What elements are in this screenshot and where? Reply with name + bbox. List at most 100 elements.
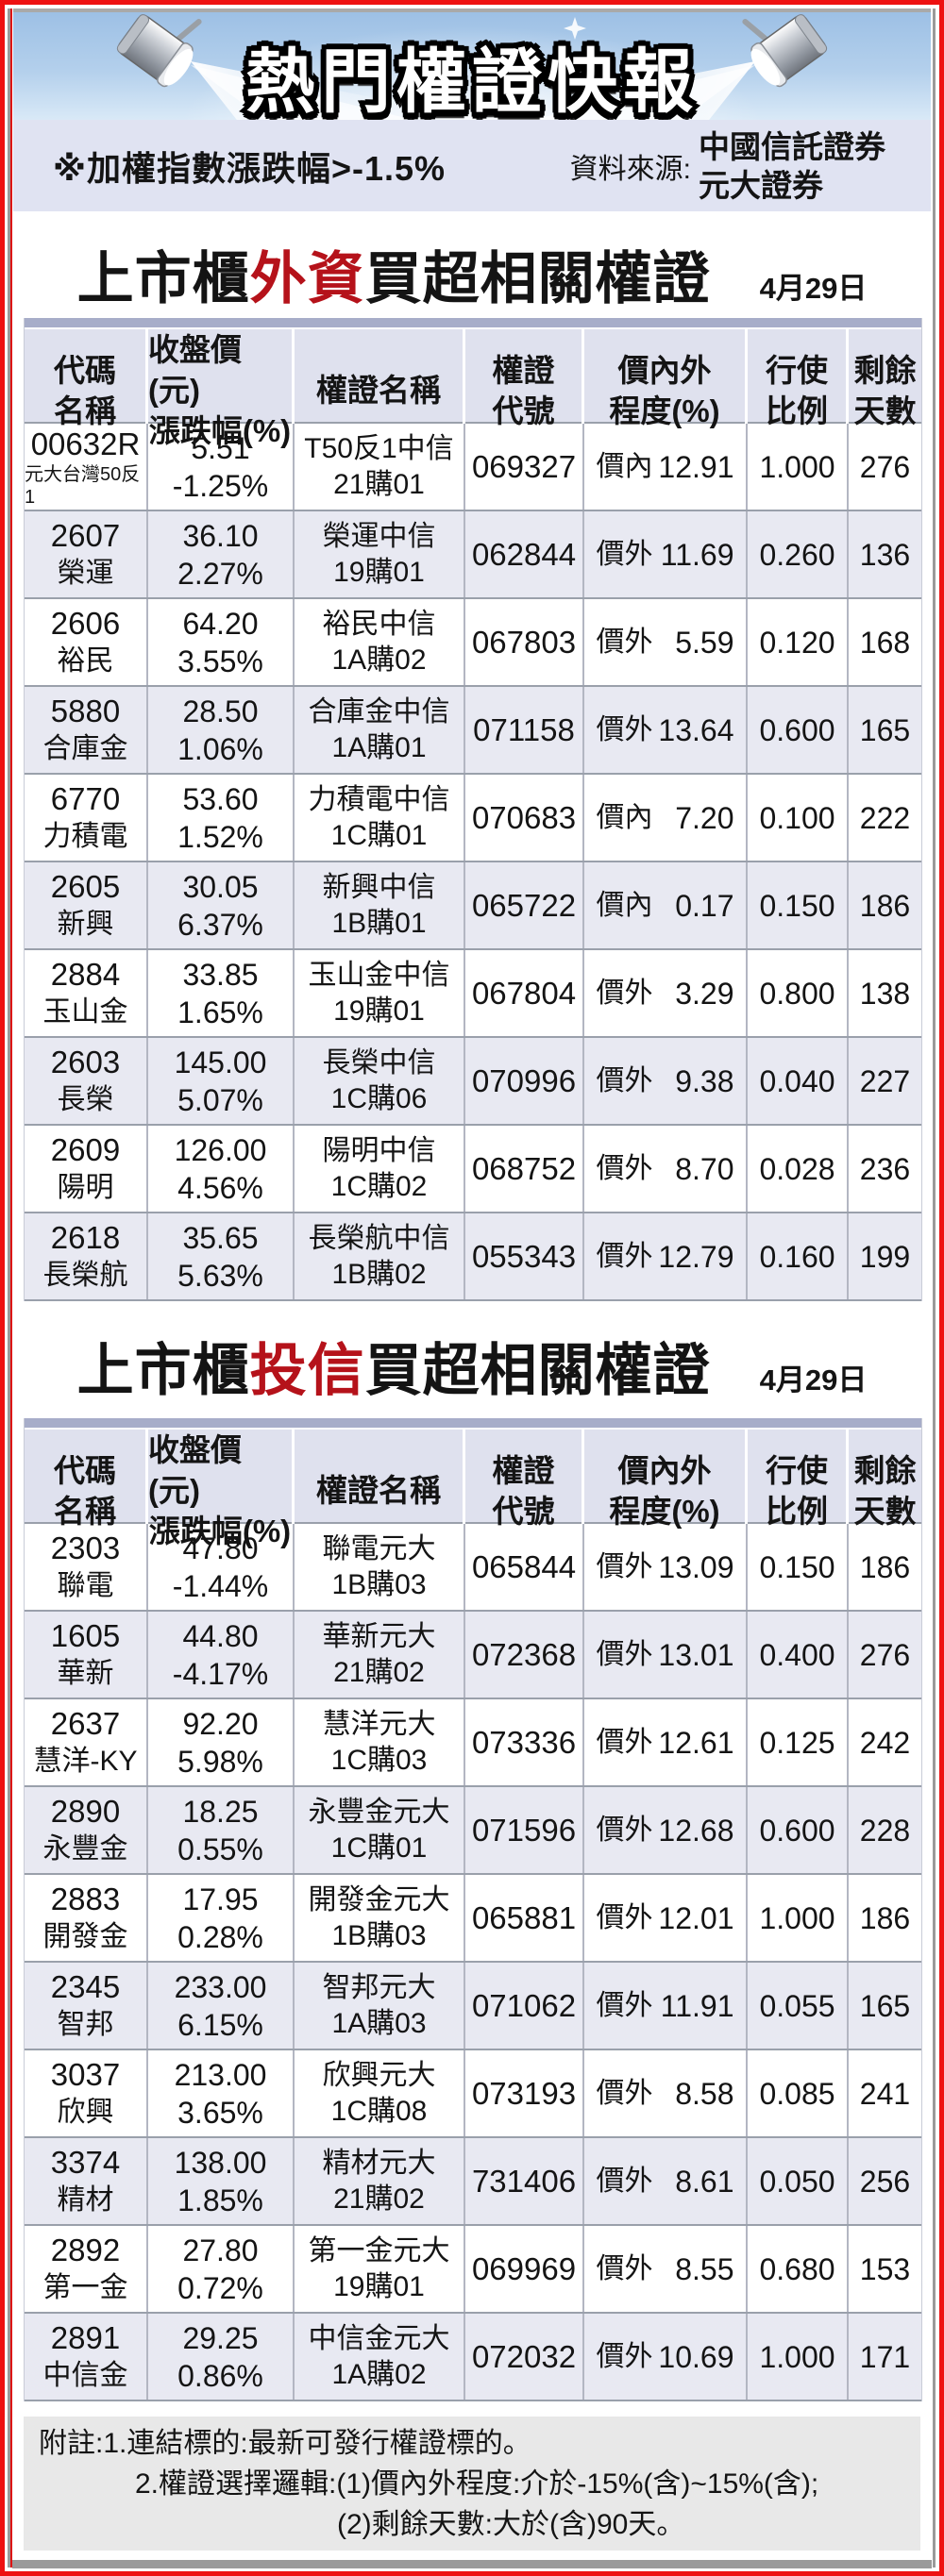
- stock-cell: 2605 新興: [25, 862, 148, 948]
- stock-cell: 2892 第一金: [25, 2226, 148, 2312]
- moneyness-degree: 8.58: [675, 2076, 734, 2111]
- stock-code: 1605: [50, 1617, 121, 1653]
- warrant-code: 073193: [471, 2075, 577, 2111]
- moneyness-label: 價內: [596, 889, 653, 921]
- column-header-line: 比例: [766, 393, 828, 428]
- warrant-code-cell: 065881: [465, 1875, 584, 1961]
- warrant-code-cell: 062844: [465, 511, 584, 597]
- ratio-cell: 0.680: [748, 2226, 849, 2312]
- remaining-days: 256: [859, 2164, 911, 2199]
- warrant-code: 071158: [473, 711, 575, 747]
- footnote-line: 附註:1.連結標的:最新可發行權證標的。: [39, 2427, 531, 2459]
- warrant-name-line: 1B購03: [331, 1568, 427, 1600]
- stock-name: 慧洋-KY: [33, 1745, 138, 1777]
- section-title-investment-trust: 上市櫃投信買超相關權證 4月29日: [13, 1337, 931, 1405]
- banner-title: 熱門權證快報: [242, 39, 699, 121]
- warrant-name-cell: 華新元大 21購02: [295, 1612, 465, 1698]
- price-cell: 17.95 0.28%: [148, 1875, 295, 1961]
- days-cell: 165: [849, 1963, 921, 2049]
- moneyness-cell: 價外 9.38: [584, 1038, 748, 1124]
- stock-cell: 3374 精材: [25, 2138, 148, 2224]
- price-cell: 18.25 0.55%: [148, 1787, 295, 1873]
- change-percent: 0.72%: [177, 2270, 263, 2305]
- warrant-name-cell: 陽明中信 1C購02: [295, 1126, 465, 1212]
- days-cell: 186: [849, 1875, 921, 1961]
- close-price: 17.95: [182, 1882, 259, 1916]
- moneyness-degree: 3.29: [675, 976, 734, 1011]
- column-header-line: 權證名稱: [316, 1473, 441, 1508]
- change-percent: 3.55%: [177, 644, 263, 678]
- stock-cell: 2618 長榮航: [25, 1213, 148, 1299]
- warrant-name-cell: 開發金元大 1B購03: [295, 1875, 465, 1961]
- section-title-foreign: 上市櫃外資買超相關權證 4月29日: [13, 245, 931, 313]
- close-price: 126.00: [174, 1132, 267, 1167]
- warrant-name-cell: 新興中信 1B購01: [295, 862, 465, 948]
- table-row: 2618 長榮航 35.65 5.63% 長榮航中信 1B購02 055343 價外 12.79…: [25, 1212, 921, 1299]
- table-row: 2609 陽明 126.00 4.56% 陽明中信 1C購02 068752 價外 8.70 0.…: [25, 1124, 921, 1212]
- stock-cell: 2606 裕民: [25, 599, 148, 685]
- price-cell: 53.60 1.52%: [148, 775, 295, 861]
- change-percent: 3.65%: [177, 2095, 263, 2130]
- right-edge-decoration: [931, 8, 939, 2568]
- warrant-name-line: 1C購02: [330, 1170, 428, 1202]
- table-row: 3037 欣興 213.00 3.65% 欣興元大 1C購08 073193 價外 8.58 0.…: [25, 2049, 921, 2136]
- column-header-line: 價內外: [617, 352, 712, 388]
- moneyness-row: 價外 12.01: [597, 1899, 734, 1937]
- warrant-name-cell: 中信金元大 1A購02: [295, 2314, 465, 2400]
- moneyness-label: 價外: [596, 1240, 653, 1272]
- stock-code: 6770: [50, 780, 121, 816]
- left-edge-decoration: [5, 8, 13, 2568]
- ratio-cell: 0.120: [748, 599, 849, 685]
- stock-name: 裕民: [57, 644, 114, 677]
- days-cell: 276: [849, 424, 921, 510]
- exercise-ratio: 0.055: [759, 1988, 835, 2023]
- moneyness-row: 價內 0.17: [597, 887, 734, 925]
- price-cell: 35.65 5.63%: [148, 1213, 295, 1299]
- close-price: 64.20: [182, 606, 259, 641]
- spotlights-graphic: [116, 14, 828, 120]
- change-percent: 4.56%: [177, 1170, 263, 1205]
- days-cell: 236: [849, 1126, 921, 1212]
- warrant-name-cell: 智邦元大 1A購03: [295, 1963, 465, 2049]
- title-highlight: 投信: [249, 1339, 365, 1402]
- warrant-name-line: 慧洋元大: [322, 1708, 436, 1740]
- exercise-ratio: 0.085: [759, 2076, 835, 2111]
- column-header: 權證名稱: [295, 1430, 465, 1551]
- trust-buy-table: 代碼 名稱 收盤價(元) 漲跌幅(%) 權證名稱 權證 代號 價內外 程度(%) 行使 比例 剩餘 天數…: [24, 1418, 922, 2401]
- moneyness-cell: 價外 8.70: [584, 1126, 748, 1212]
- price-cell: 33.85 1.65%: [148, 950, 295, 1036]
- table-row: 2603 長榮 145.00 5.07% 長榮中信 1C購06 070996 價外 9.38 0.…: [25, 1036, 921, 1124]
- warrant-name-cell: 精材元大 21購02: [295, 2138, 465, 2224]
- remaining-days: 241: [859, 2076, 911, 2111]
- warrant-code: 070996: [471, 1062, 577, 1098]
- close-price: 44.80: [182, 1618, 259, 1653]
- moneyness-row: 價外 8.58: [597, 2075, 734, 2113]
- moneyness-row: 價外 11.69: [597, 536, 734, 574]
- moneyness-degree: 8.70: [675, 1151, 734, 1186]
- table-row: 1605 華新 44.80 -4.17% 華新元大 21購02 072368 價外 13.01 0…: [25, 1610, 921, 1698]
- stock-code: 2892: [50, 2232, 121, 2267]
- moneyness-cell: 價外 13.01: [584, 1612, 748, 1698]
- stock-name: 合庫金: [42, 732, 128, 764]
- exercise-ratio: 0.125: [759, 1725, 835, 1760]
- change-percent: 5.07%: [177, 1082, 263, 1117]
- footnote-line: 2.權證選擇邏輯:(1)價內外程度:介於-15%(含)~15%(含);: [135, 2467, 819, 2500]
- warrant-code-cell: 071158: [465, 687, 584, 773]
- moneyness-cell: 價外 8.61: [584, 2138, 748, 2224]
- column-header-line: 代碼: [54, 1452, 116, 1488]
- stock-code: 2603: [50, 1044, 121, 1079]
- column-header: 收盤價(元) 漲跌幅(%): [148, 329, 295, 451]
- stock-code: 3037: [50, 2056, 121, 2092]
- warrant-code: 071062: [471, 1987, 577, 2023]
- moneyness-label: 價外: [596, 1550, 653, 1582]
- change-percent: 2.27%: [177, 556, 263, 591]
- section-title-text: 上市櫃外資買超相關權證: [77, 245, 711, 313]
- moneyness-degree: 12.61: [658, 1725, 734, 1760]
- warrant-code: 067803: [471, 624, 577, 660]
- warrant-name-line: 1C購06: [330, 1082, 428, 1114]
- stock-code: 2884: [50, 956, 121, 992]
- moneyness-cell: 價外 11.91: [584, 1963, 748, 2049]
- moneyness-degree: 12.01: [658, 1900, 734, 1935]
- moneyness-row: 價外 12.68: [597, 1812, 734, 1849]
- light-beam-left-core: [191, 65, 413, 120]
